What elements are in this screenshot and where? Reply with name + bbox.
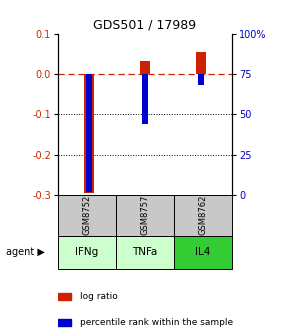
Text: IL4: IL4: [195, 247, 211, 257]
Bar: [116, 195, 174, 236]
Bar: [84, 74, 94, 193]
Bar: [116, 236, 174, 269]
Text: percentile rank within the sample: percentile rank within the sample: [80, 318, 233, 327]
Bar: [58, 319, 71, 326]
Text: TNFa: TNFa: [132, 247, 158, 257]
Text: agent ▶: agent ▶: [6, 247, 45, 257]
Bar: [58, 236, 116, 269]
Title: GDS501 / 17989: GDS501 / 17989: [93, 18, 197, 31]
Bar: [174, 236, 232, 269]
Bar: [198, 74, 204, 85]
Text: GSM8752: GSM8752: [82, 195, 92, 235]
Bar: [196, 52, 206, 74]
Text: log ratio: log ratio: [80, 292, 117, 301]
Text: GSM8762: GSM8762: [198, 195, 208, 236]
Bar: [86, 74, 92, 192]
Bar: [142, 74, 148, 124]
Text: GSM8757: GSM8757: [140, 195, 150, 236]
Bar: [140, 61, 150, 74]
Bar: [174, 195, 232, 236]
Text: IFNg: IFNg: [75, 247, 99, 257]
Bar: [58, 195, 116, 236]
Bar: [58, 293, 71, 299]
